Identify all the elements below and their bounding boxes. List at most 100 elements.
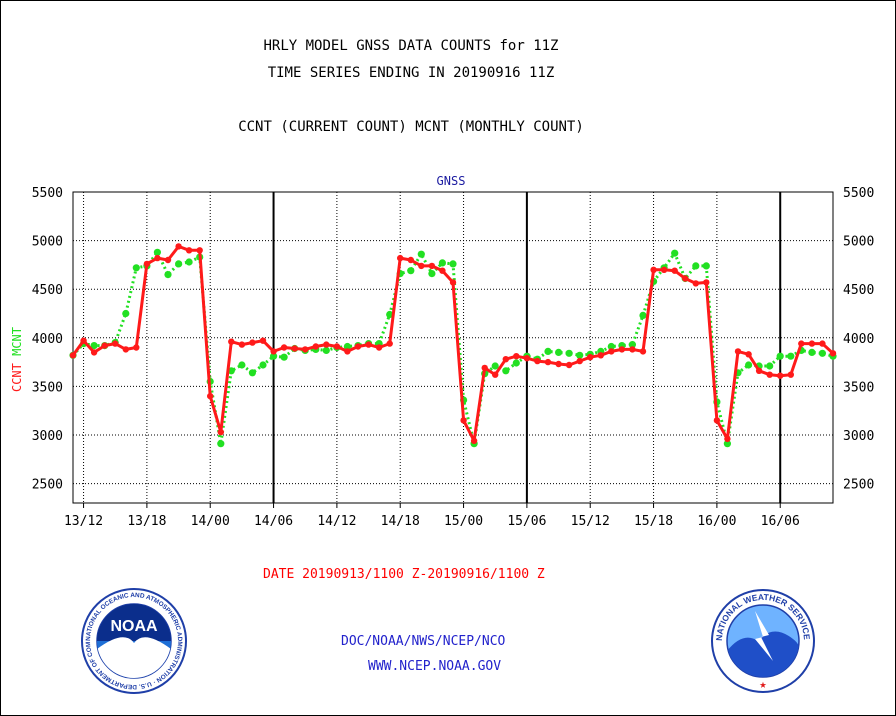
data-point-mcnt — [671, 249, 679, 257]
data-point-ccnt — [544, 358, 552, 366]
data-point-ccnt — [481, 364, 488, 372]
data-point-ccnt — [576, 357, 583, 365]
plot-frame — [72, 191, 834, 504]
data-point-mcnt — [787, 352, 795, 360]
x-tick-label: 15/06 — [507, 514, 546, 529]
data-point-mcnt — [702, 262, 710, 270]
data-point-ccnt — [196, 247, 203, 254]
data-point-ccnt — [238, 341, 246, 348]
data-point-ccnt — [798, 340, 805, 347]
data-point-mcnt — [607, 342, 615, 351]
data-point-ccnt — [175, 243, 182, 250]
url-link[interactable]: WWW.NCEP.NOAA.GOV — [368, 659, 502, 674]
data-point-ccnt — [344, 348, 351, 355]
data-point-mcnt — [502, 367, 510, 375]
data-point-ccnt — [555, 360, 562, 368]
data-point-mcnt — [512, 359, 520, 367]
org-label: DOC/NOAA/NWS/NCEP/NCO — [341, 634, 506, 649]
data-point-mcnt — [576, 351, 584, 359]
data-point-mcnt — [280, 353, 288, 361]
data-point-mcnt — [217, 440, 225, 448]
data-point-ccnt — [565, 361, 573, 369]
chart-title-line2: TIME SERIES ENDING IN 20190916 11Z — [267, 65, 555, 81]
data-point-ccnt — [386, 340, 393, 347]
series-layer — [69, 243, 837, 448]
data-point-ccnt — [69, 352, 77, 359]
data-point-ccnt — [650, 266, 657, 273]
data-point-mcnt — [639, 311, 647, 319]
data-point-ccnt — [143, 260, 151, 268]
nws-logo: NATIONAL WEATHER SERVICE ★ — [711, 589, 815, 693]
y-tick-label-right: 5500 — [843, 186, 874, 201]
date-range-label: DATE 20190913/1100 Z-20190916/1100 Z — [263, 567, 545, 582]
data-point-ccnt — [207, 392, 214, 400]
chart-title-line1: HRLY MODEL GNSS DATA COUNTS for 11Z — [263, 38, 559, 54]
data-point-ccnt — [829, 350, 837, 357]
data-point-mcnt — [259, 361, 267, 369]
data-point-mcnt — [164, 271, 172, 279]
y-tick-label-left: 4500 — [32, 283, 63, 298]
data-point-ccnt — [333, 343, 341, 350]
data-point-mcnt — [438, 259, 446, 267]
data-point-ccnt — [270, 348, 277, 355]
data-point-ccnt — [587, 354, 594, 361]
data-point-ccnt — [164, 256, 172, 264]
x-tick-label: 14/12 — [317, 514, 356, 529]
y-tick-label-left: 3000 — [32, 429, 63, 444]
data-point-ccnt — [249, 339, 256, 346]
data-point-ccnt — [280, 344, 288, 351]
y-tick-label-right: 4500 — [843, 283, 874, 298]
x-tick-label: 14/06 — [254, 514, 293, 529]
data-point-mcnt — [417, 250, 425, 258]
grid-lines — [73, 191, 833, 503]
data-point-ccnt — [449, 279, 457, 286]
data-point-ccnt — [629, 346, 636, 353]
data-point-mcnt — [407, 267, 415, 275]
data-point-ccnt — [228, 338, 235, 345]
chart-subtitle: CCNT (CURRENT COUNT) MCNT (MONTHLY COUNT… — [238, 119, 584, 135]
data-point-ccnt — [439, 267, 446, 274]
x-tick-label: 13/12 — [64, 514, 103, 529]
data-point-ccnt — [608, 348, 615, 355]
data-point-mcnt — [692, 262, 700, 270]
data-point-mcnt — [248, 369, 256, 377]
y-tick-label-right: 3000 — [843, 429, 874, 444]
data-point-mcnt — [175, 260, 183, 268]
data-point-ccnt — [502, 356, 509, 363]
data-point-ccnt — [375, 344, 383, 351]
axis-labels: 2500 2500 3000 3000 3500 3500 4000 4000 4500 4500… — [10, 174, 874, 529]
data-point-ccnt — [291, 345, 298, 352]
data-point-ccnt — [217, 428, 224, 436]
data-point-ccnt — [133, 344, 140, 351]
y-tick-label-left: 5500 — [32, 186, 63, 201]
data-point-ccnt — [639, 348, 647, 355]
y-tick-label-left: 3500 — [32, 380, 63, 395]
data-point-mcnt — [808, 348, 816, 356]
data-point-mcnt — [132, 264, 140, 272]
data-point-mcnt — [544, 347, 552, 355]
x-tick-label: 13/18 — [127, 514, 166, 529]
data-point-ccnt — [734, 348, 742, 355]
data-point-ccnt — [660, 266, 668, 273]
data-point-ccnt — [534, 357, 541, 365]
data-point-ccnt — [470, 437, 478, 444]
data-point-ccnt — [460, 417, 467, 424]
x-tick-label: 15/18 — [634, 514, 673, 529]
data-point-ccnt — [808, 340, 816, 347]
y-tick-label-right: 5000 — [843, 235, 874, 250]
data-point-mcnt — [238, 361, 246, 369]
data-point-ccnt — [513, 353, 520, 360]
data-point-mcnt — [90, 342, 98, 350]
y-tick-label-left: 5000 — [32, 235, 63, 250]
data-point-mcnt — [185, 258, 193, 266]
data-point-ccnt — [101, 342, 108, 349]
data-point-ccnt — [259, 337, 267, 344]
y-axis-label-ccnt: CCNT — [10, 356, 24, 392]
data-point-mcnt — [322, 346, 330, 354]
data-point-ccnt — [354, 343, 362, 350]
data-point-mcnt — [449, 260, 457, 268]
data-point-ccnt — [428, 262, 436, 270]
data-point-ccnt — [323, 341, 330, 348]
